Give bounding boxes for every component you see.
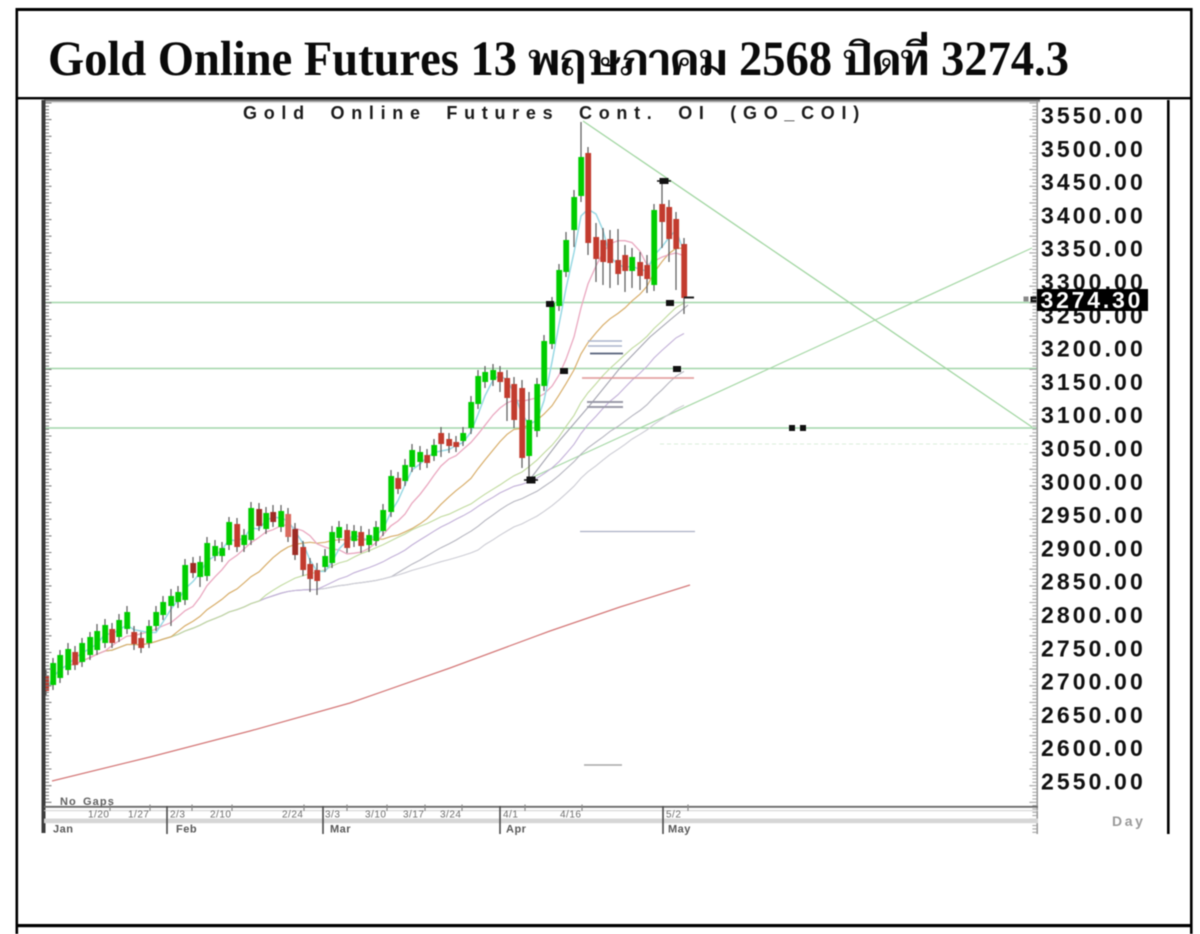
svg-text:2/10: 2/10 <box>210 810 231 821</box>
svg-text:2550.00: 2550.00 <box>1041 769 1146 795</box>
svg-text:2600.00: 2600.00 <box>1041 735 1146 761</box>
svg-text:3500.00: 3500.00 <box>1041 136 1146 162</box>
svg-text:2950.00: 2950.00 <box>1041 502 1146 528</box>
svg-text:4/16: 4/16 <box>560 810 581 821</box>
svg-text:3150.00: 3150.00 <box>1041 369 1146 395</box>
svg-text:1/20: 1/20 <box>88 810 109 821</box>
svg-text:3350.00: 3350.00 <box>1041 236 1146 262</box>
svg-text:3/3: 3/3 <box>325 810 340 821</box>
svg-text:3000.00: 3000.00 <box>1041 469 1146 495</box>
svg-text:2700.00: 2700.00 <box>1041 669 1146 695</box>
svg-text:3100.00: 3100.00 <box>1041 402 1146 428</box>
svg-text:3450.00: 3450.00 <box>1041 169 1146 195</box>
svg-text:Mar: Mar <box>330 824 351 836</box>
svg-text:2900.00: 2900.00 <box>1041 535 1146 561</box>
svg-text:Feb: Feb <box>176 824 197 836</box>
svg-text:Jan: Jan <box>53 824 73 836</box>
svg-text:Apr: Apr <box>506 824 527 836</box>
svg-text:3400.00: 3400.00 <box>1041 202 1146 228</box>
svg-text:2650.00: 2650.00 <box>1041 702 1146 728</box>
svg-text:3200.00: 3200.00 <box>1041 336 1146 362</box>
svg-text:5/2: 5/2 <box>666 810 681 821</box>
svg-text:2750.00: 2750.00 <box>1041 635 1146 661</box>
svg-text:2/24: 2/24 <box>282 810 303 821</box>
svg-text:3550.00: 3550.00 <box>1041 103 1146 129</box>
svg-text:4/1: 4/1 <box>503 810 518 821</box>
svg-text:No Gaps: No Gaps <box>60 796 115 808</box>
svg-text:Gold Online Futures Cont. OI (: Gold Online Futures Cont. OI (GO_COI) <box>243 103 866 123</box>
svg-text:2800.00: 2800.00 <box>1041 602 1146 628</box>
svg-text:Day: Day <box>1112 813 1145 829</box>
svg-text:3274.30: 3274.30 <box>1041 287 1144 313</box>
svg-text:2850.00: 2850.00 <box>1041 569 1146 595</box>
svg-text:3050.00: 3050.00 <box>1041 436 1146 462</box>
svg-text:3/24: 3/24 <box>440 810 461 821</box>
svg-text:2/3: 2/3 <box>170 810 185 821</box>
svg-text:May: May <box>668 824 691 836</box>
svg-text:1/27: 1/27 <box>128 810 149 821</box>
svg-text:3/10: 3/10 <box>365 810 386 821</box>
svg-text:3/17: 3/17 <box>403 810 424 821</box>
